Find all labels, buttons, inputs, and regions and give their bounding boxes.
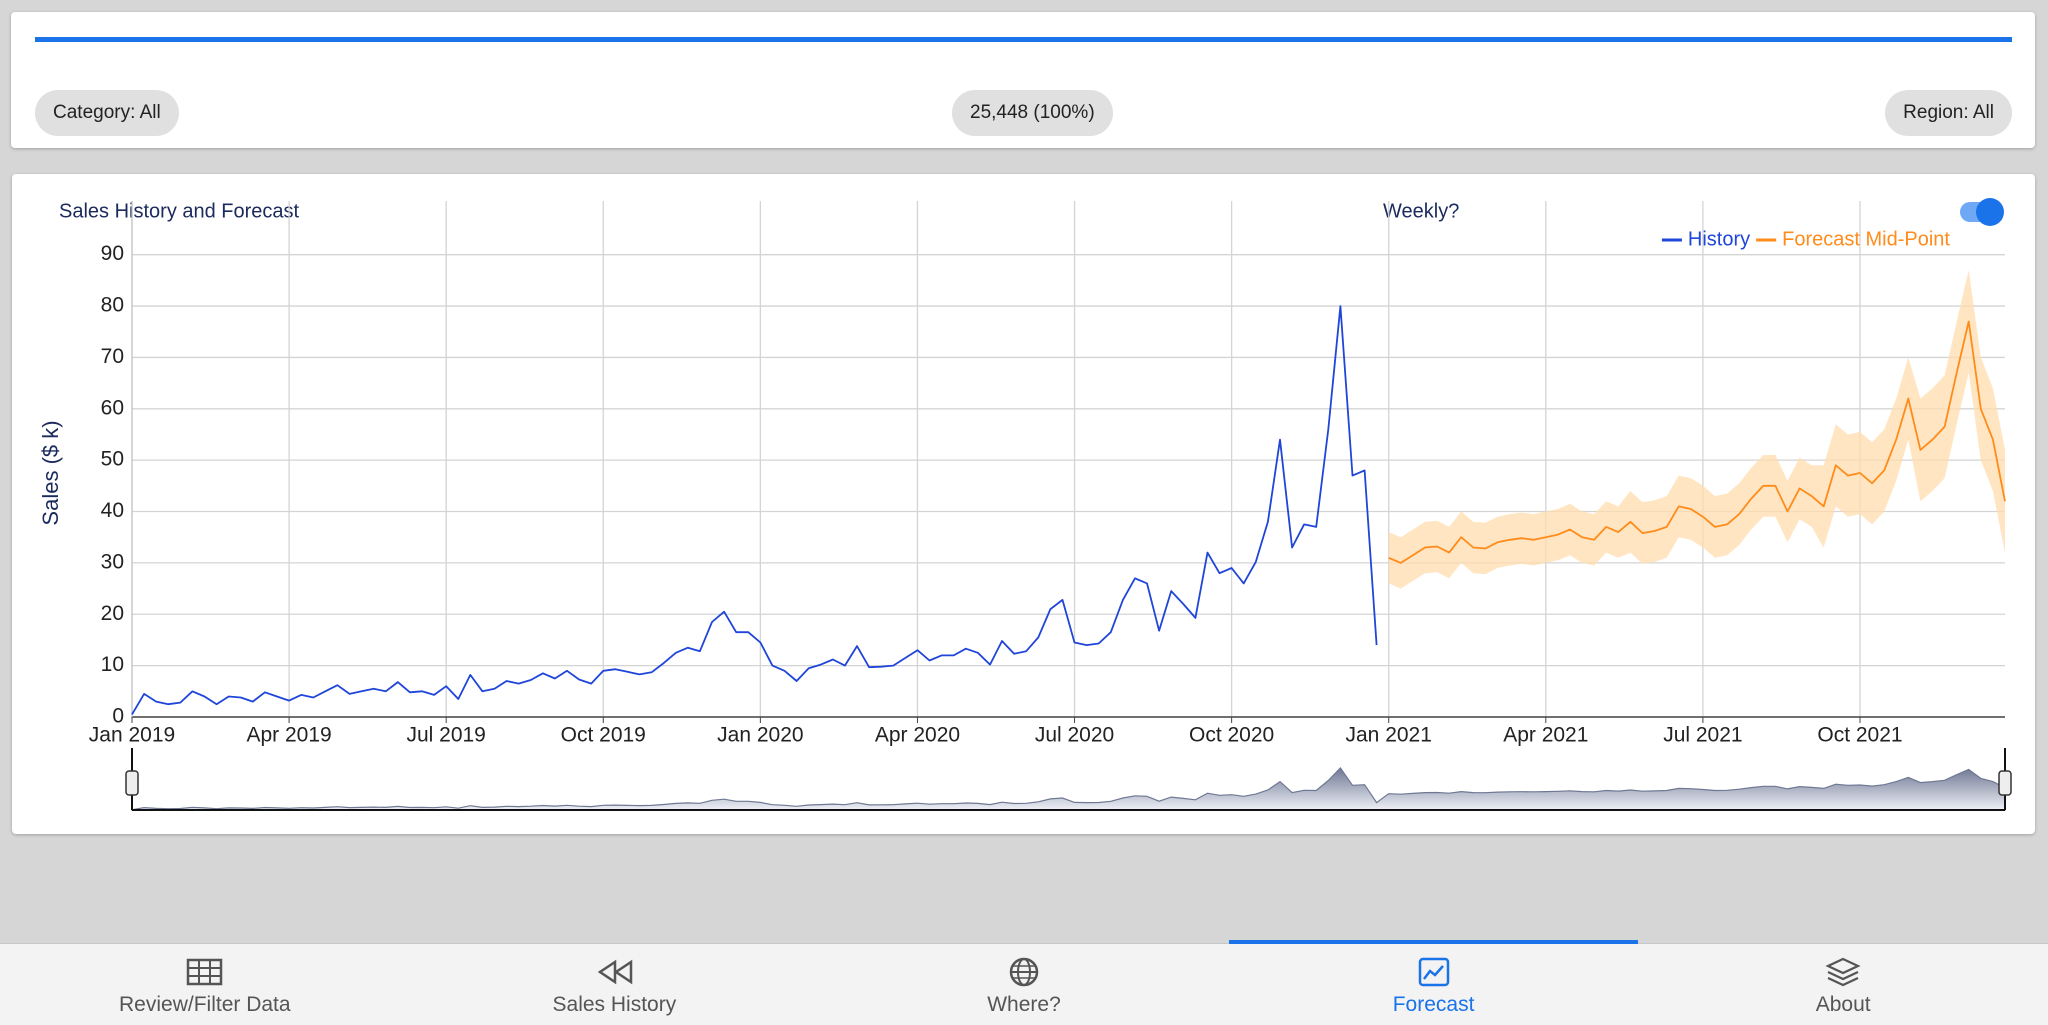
tab-label[interactable]: Where? (987, 993, 1061, 1016)
x-tick-label: Jan 2021 (1346, 724, 1432, 747)
y-tick-label: 90 (101, 242, 124, 265)
y-tick-label: 10 (101, 653, 124, 676)
chart-title: Sales History and Forecast (59, 200, 300, 222)
x-tick-label: Oct 2020 (1189, 724, 1274, 747)
grid (131, 201, 2005, 718)
series-line (131, 305, 1378, 715)
table-icon (186, 958, 223, 986)
y-tick-label: 0 (112, 705, 124, 728)
forecast-band (1388, 270, 2005, 589)
y-tick-label: 80 (101, 294, 124, 317)
weekly-toggle[interactable] (1960, 198, 2004, 226)
y-tick-label: 70 (101, 345, 124, 368)
toggle-knob[interactable] (1976, 198, 2004, 226)
filter-card: Category: All 25,448 (100%) Region: All (11, 12, 2035, 148)
nav-tab[interactable]: Forecast (1228, 940, 1639, 1025)
tab-label[interactable]: About (1815, 993, 1871, 1016)
x-tick-label: Jan 2019 (89, 724, 175, 747)
x-tick-label: Jan 2020 (717, 724, 803, 747)
nav-tab[interactable]: Review/Filter Data (0, 944, 410, 1025)
y-tick-label: 60 (101, 396, 124, 419)
bottom-nav: Review/Filter Data Sales History Where? … (0, 940, 2048, 1025)
progress-bar (35, 37, 2012, 42)
x-tick-label: Oct 2019 (561, 724, 646, 747)
series-line (1388, 320, 2006, 564)
x-tick-label: Apr 2020 (875, 724, 960, 747)
x-tick-label: Jul 2019 (406, 724, 485, 747)
legend-label: Forecast Mid-Point (1782, 228, 1950, 250)
chart-card: Sales History and Forecast Weekly? Sales… (12, 174, 2035, 834)
tab-label[interactable]: Review/Filter Data (119, 993, 291, 1016)
y-tick-label: 40 (101, 499, 124, 522)
legend-label: History (1688, 228, 1750, 250)
nav-tab[interactable]: About (1638, 944, 2048, 1025)
y-tick-label: 20 (101, 602, 124, 625)
legend: Forecast Mid-Point History (1661, 228, 1950, 250)
x-tick-label: Oct 2021 (1817, 724, 1902, 747)
tab-label[interactable]: Forecast (1392, 993, 1475, 1016)
x-tick-label: Apr 2021 (1503, 724, 1588, 747)
nav-tab[interactable]: Where? (819, 944, 1229, 1025)
x-tick-label: Apr 2019 (246, 724, 331, 747)
chart: Sales History and Forecast Weekly? Sales… (38, 198, 2012, 811)
nav-tab[interactable]: Sales History (410, 944, 820, 1025)
category-filter[interactable]: Category: All (35, 90, 179, 136)
tab-label[interactable]: Sales History (552, 993, 677, 1016)
globe-icon (1009, 957, 1039, 987)
slider-handle[interactable] (1998, 770, 2012, 796)
layers-icon (1825, 957, 1861, 987)
y-axis-label: Sales ($ k) (38, 420, 63, 525)
slider-handle[interactable] (125, 770, 139, 796)
y-tick-label: 50 (101, 448, 124, 471)
x-tick-label: Jul 2020 (1035, 724, 1114, 747)
region-filter[interactable]: Region: All (1885, 90, 2012, 136)
rewind-icon (597, 959, 632, 985)
record-count[interactable]: 25,448 (100%) (952, 90, 1113, 136)
y-tick-label: 30 (101, 550, 124, 573)
x-tick-label: Jul 2021 (1663, 724, 1742, 747)
weekly-label: Weekly? (1383, 200, 1459, 222)
chart-icon (1418, 957, 1450, 987)
overview-area (131, 766, 2006, 811)
